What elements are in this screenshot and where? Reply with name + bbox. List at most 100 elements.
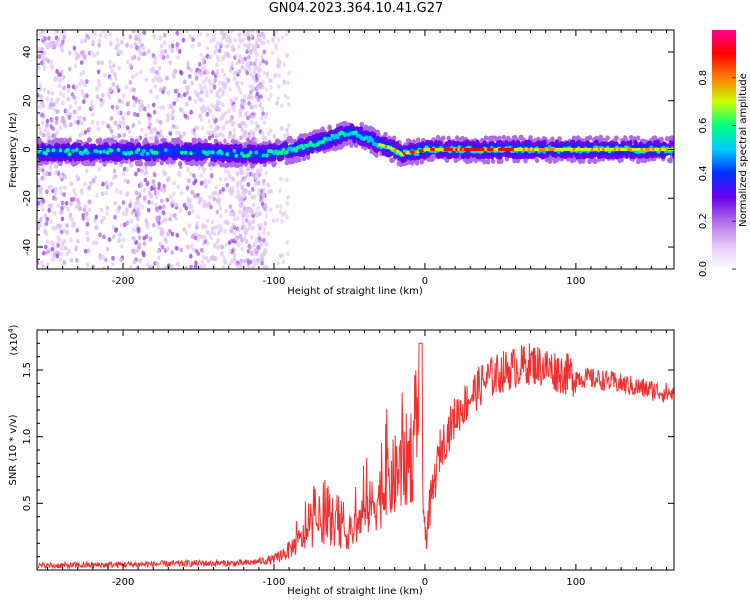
heatmap-noise-cell bbox=[218, 177, 223, 182]
heatmap-noise-cell bbox=[212, 35, 216, 40]
heatmap-noise-cell bbox=[170, 203, 175, 208]
heatmap-noise-cell bbox=[89, 181, 94, 187]
heatmap-noise-cell bbox=[196, 214, 200, 220]
heatmap-noise-cell bbox=[148, 122, 152, 127]
heatmap-noise-cell bbox=[112, 63, 116, 68]
heatmap-noise-cell bbox=[136, 207, 141, 212]
heatmap-noise-cell bbox=[173, 213, 177, 218]
heatmap-noise-cell bbox=[172, 180, 177, 186]
heatmap-noise-cell bbox=[132, 87, 136, 93]
heatmap-noise-cell bbox=[173, 88, 178, 94]
heatmap-noise-cell bbox=[191, 208, 195, 214]
heatmap-noise-cell bbox=[58, 125, 63, 131]
heatmap-noise-cell bbox=[172, 101, 176, 106]
heatmap-noise-cell bbox=[205, 89, 209, 94]
heatmap-noise-cell bbox=[240, 120, 244, 126]
heatmap-noise-cell bbox=[142, 170, 147, 176]
heatmap-noise-cell bbox=[285, 32, 289, 37]
heatmap-noise-cell bbox=[236, 189, 240, 195]
heatmap-noise-cell bbox=[221, 91, 225, 97]
heatmap-noise-cell bbox=[239, 178, 243, 184]
heatmap-noise-cell bbox=[258, 61, 263, 67]
heatmap-noise-cell bbox=[146, 207, 151, 213]
heatmap-noise-cell bbox=[228, 188, 232, 193]
heatmap-noise-cell bbox=[232, 107, 236, 113]
heatmap-noise-cell bbox=[73, 63, 78, 69]
heatmap-noise-cell bbox=[269, 93, 273, 98]
heatmap-noise-cell bbox=[105, 184, 110, 190]
heatmap-noise-cell bbox=[271, 50, 275, 55]
heatmap-noise-cell bbox=[43, 36, 47, 42]
heatmap-noise-cell bbox=[254, 176, 259, 182]
heatmap-noise-cell bbox=[98, 232, 102, 238]
heatmap-noise-cell bbox=[224, 243, 228, 248]
heatmap-noise-cell bbox=[250, 210, 254, 216]
heatmap-noise-cell bbox=[175, 45, 179, 51]
heatmap-noise-cell bbox=[161, 105, 166, 110]
heatmap-noise-cell bbox=[184, 230, 189, 236]
heatmap-ridge-outer bbox=[211, 161, 216, 167]
heatmap-noise-cell bbox=[62, 192, 66, 198]
heatmap-noise-cell bbox=[74, 84, 79, 90]
figure-title: GN04.2023.364.10.41.G27 bbox=[268, 1, 444, 16]
heatmap-noise-cell bbox=[203, 263, 207, 269]
heatmap-noise-cell bbox=[60, 216, 65, 222]
heatmap-noise-cell bbox=[68, 104, 73, 110]
heatmap-noise-cell bbox=[242, 42, 247, 48]
heatmap-noise-cell bbox=[121, 200, 126, 206]
heatmap-noise-cell bbox=[273, 33, 277, 39]
heatmap-noise-cell bbox=[218, 197, 222, 202]
heatmap-noise-cell bbox=[239, 203, 244, 209]
heatmap-noise-cell bbox=[261, 181, 265, 187]
heatmap-noise-cell bbox=[264, 170, 268, 176]
heatmap-noise-cell bbox=[205, 218, 210, 224]
heatmap-ridge-outer bbox=[383, 131, 388, 138]
heatmap-noise-cell bbox=[285, 30, 289, 33]
heatmap-noise-cell bbox=[37, 54, 41, 60]
heatmap-noise-cell bbox=[186, 178, 191, 184]
heatmap-noise-cell bbox=[179, 191, 184, 196]
heatmap-noise-cell bbox=[247, 173, 251, 179]
heatmap-noise-cell bbox=[158, 241, 162, 247]
heatmap-noise-cell bbox=[238, 233, 243, 239]
heatmap-noise-cell bbox=[200, 86, 204, 92]
heatmap-noise-cell bbox=[222, 265, 226, 269]
heatmap-noise-cell bbox=[229, 68, 233, 73]
heatmap-noise-cell bbox=[122, 132, 126, 138]
heatmap-noise-cell bbox=[215, 68, 220, 74]
heatmap-noise-cell bbox=[57, 72, 61, 78]
heatmap-noise-cell bbox=[203, 68, 207, 73]
heatmap-noise-cell bbox=[93, 31, 97, 37]
heatmap-noise-cell bbox=[281, 35, 285, 40]
heatmap-noise-cell bbox=[57, 77, 61, 83]
heatmap-noise-cell bbox=[94, 240, 99, 246]
heatmap-noise-cell bbox=[134, 72, 139, 78]
heatmap-noise-cell bbox=[159, 48, 164, 54]
heatmap-noise-cell bbox=[243, 224, 247, 229]
heatmap-noise-cell bbox=[49, 97, 54, 103]
heatmap-ridge-outer bbox=[391, 135, 397, 141]
heatmap-ridge-outer bbox=[178, 161, 183, 167]
heatmap-noise-cell bbox=[175, 246, 179, 251]
heatmap-noise-cell bbox=[181, 37, 186, 43]
heatmap-noise-cell bbox=[231, 44, 235, 49]
heatmap-noise-cell bbox=[189, 171, 193, 177]
heatmap-noise-cell bbox=[80, 131, 85, 136]
heatmap-noise-cell bbox=[37, 260, 40, 265]
heatmap-noise-cell bbox=[125, 191, 130, 196]
heatmap-ridge-outer bbox=[635, 135, 641, 141]
heatmap-noise-cell bbox=[269, 207, 273, 212]
heatmap-noise-cell bbox=[240, 237, 244, 243]
heatmap-noise-cell bbox=[102, 215, 106, 221]
heatmap-noise-cell bbox=[197, 195, 201, 200]
heatmap-noise-cell bbox=[121, 115, 125, 121]
heatmap-noise-cell bbox=[163, 32, 167, 38]
heatmap-noise-cell bbox=[96, 126, 100, 132]
heatmap-noise-cell bbox=[118, 232, 122, 238]
heatmap-noise-cell bbox=[259, 242, 263, 247]
heatmap-noise-cell bbox=[260, 260, 264, 266]
heatmap-noise-cell bbox=[204, 202, 208, 208]
heatmap-noise-cell bbox=[135, 216, 140, 222]
heatmap-noise-cell bbox=[38, 130, 43, 136]
heatmap-noise-cell bbox=[248, 84, 252, 89]
